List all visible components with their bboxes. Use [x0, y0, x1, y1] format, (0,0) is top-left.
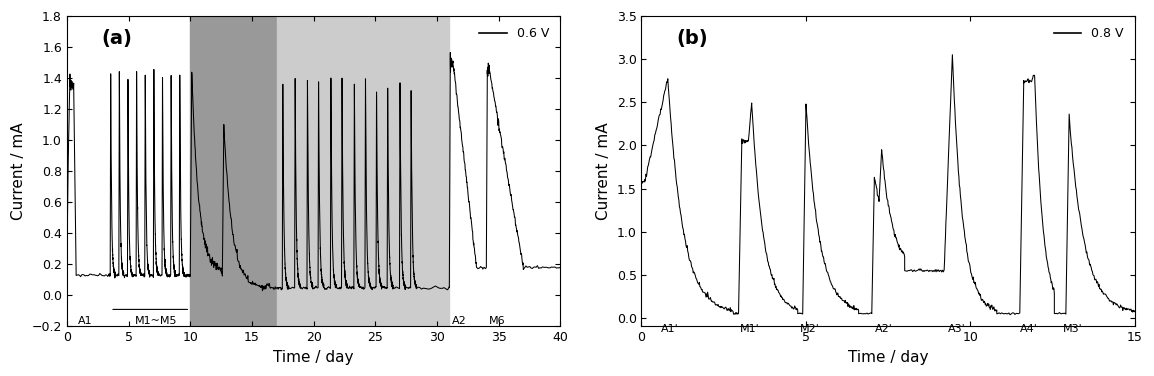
Text: A1': A1' — [661, 324, 679, 334]
Y-axis label: Current / mA: Current / mA — [12, 123, 27, 220]
Text: A2: A2 — [452, 315, 466, 326]
Text: M1': M1' — [740, 324, 760, 334]
Text: (b): (b) — [676, 29, 707, 47]
Bar — [277, 16, 449, 326]
X-axis label: Time / day: Time / day — [848, 350, 929, 365]
Text: M6: M6 — [489, 315, 505, 326]
Text: M3': M3' — [1063, 324, 1082, 334]
Legend: 0.6 V: 0.6 V — [474, 22, 554, 45]
Text: A2': A2' — [875, 324, 893, 334]
Y-axis label: Current / mA: Current / mA — [597, 123, 612, 220]
Text: M1~M5: M1~M5 — [135, 315, 178, 326]
Text: (a): (a) — [102, 29, 133, 47]
X-axis label: Time / day: Time / day — [273, 350, 354, 365]
Text: A4': A4' — [1020, 324, 1037, 334]
Legend: 0.8 V: 0.8 V — [1049, 22, 1129, 45]
Text: A3': A3' — [947, 324, 965, 334]
Bar — [190, 16, 277, 326]
Text: A1: A1 — [78, 315, 92, 326]
Text: M2': M2' — [800, 324, 819, 334]
